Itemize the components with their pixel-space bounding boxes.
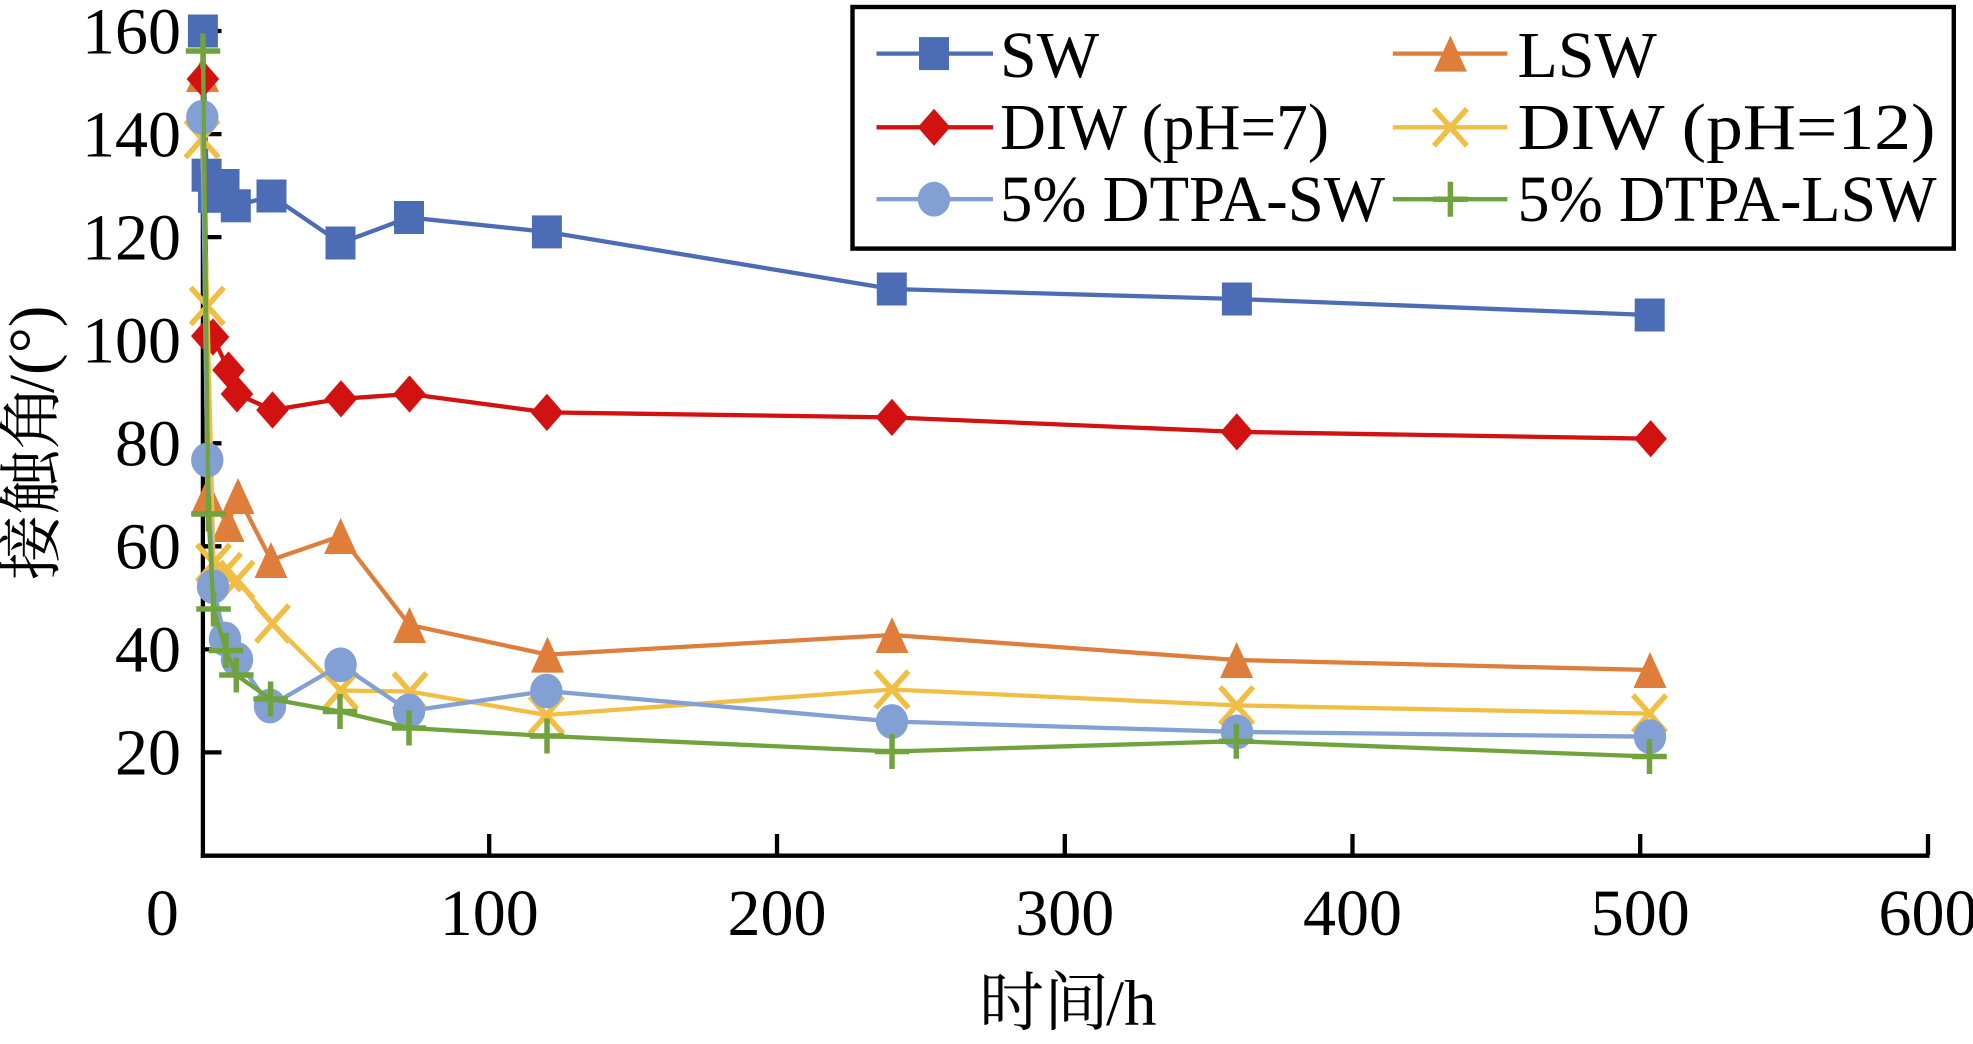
svg-text:120: 120 (82, 201, 181, 274)
svg-text:/(°): /(°) (0, 306, 69, 393)
svg-text:0: 0 (146, 877, 179, 950)
svg-text:40: 40 (115, 614, 181, 687)
svg-text:140: 140 (82, 98, 181, 171)
svg-text:200: 200 (728, 877, 827, 950)
svg-text:DIW (pH=7): DIW (pH=7) (1000, 91, 1329, 164)
svg-text:20: 20 (115, 717, 181, 790)
svg-text:400: 400 (1303, 877, 1402, 950)
svg-text:300: 300 (1015, 877, 1114, 950)
svg-text:160: 160 (82, 0, 181, 68)
svg-text:DIW (pH=12): DIW (pH=12) (1518, 91, 1936, 164)
svg-text:/h: /h (1106, 968, 1157, 1039)
svg-text:60: 60 (115, 511, 181, 584)
svg-text:100: 100 (440, 877, 539, 950)
svg-text:LSW: LSW (1518, 19, 1658, 92)
svg-text:100: 100 (82, 305, 181, 378)
svg-text:500: 500 (1591, 877, 1690, 950)
svg-text:SW: SW (1000, 19, 1100, 92)
svg-text:600: 600 (1879, 877, 1973, 950)
svg-text:5% DTPA-SW: 5% DTPA-SW (1000, 163, 1386, 236)
svg-text:80: 80 (115, 408, 181, 481)
svg-text:5% DTPA-LSW: 5% DTPA-LSW (1518, 163, 1938, 236)
